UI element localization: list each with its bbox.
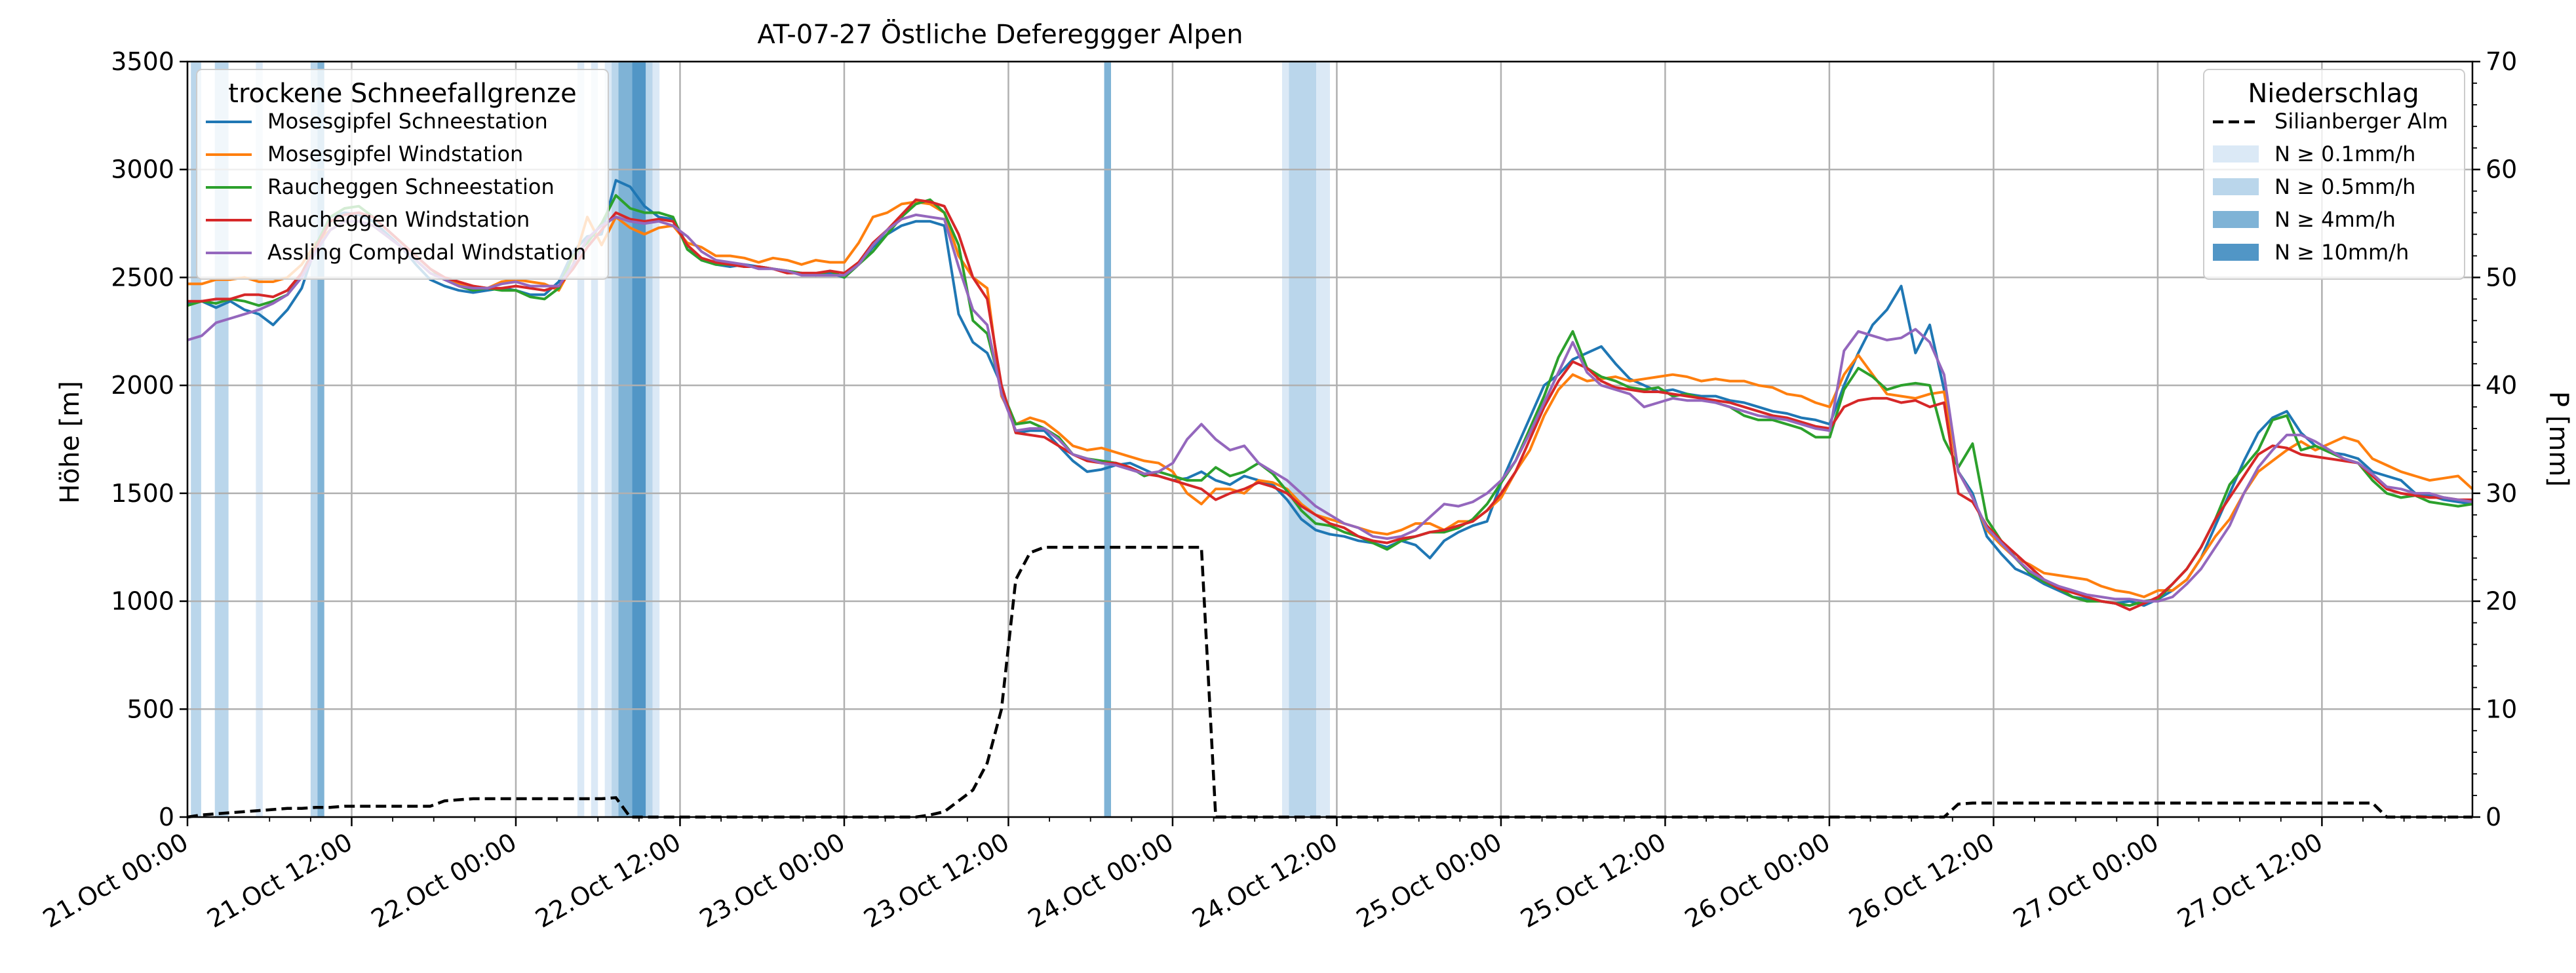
y2-tick-label: 60 — [2486, 155, 2517, 184]
legend-item-label: Mosesgipfel Windstation — [267, 142, 523, 166]
y2-tick-label: 70 — [2486, 47, 2517, 76]
y-tick-label: 3000 — [111, 155, 174, 184]
y-tick-label: 2500 — [111, 263, 174, 292]
legend-item-label: N ≥ 0.1mm/h — [2274, 142, 2415, 166]
legend-swatch-patch — [2213, 145, 2259, 162]
y2-tick-label: 50 — [2486, 263, 2517, 292]
precip-band — [1104, 62, 1112, 817]
y2-tick-label: 20 — [2486, 587, 2517, 616]
y-tick-label: 0 — [159, 803, 174, 831]
chart-title: AT-07-27 Östliche Defereggger Alpen — [757, 18, 1243, 50]
precip-band — [1281, 62, 1289, 817]
y-tick-label: 1500 — [111, 479, 174, 508]
precip-band — [256, 62, 263, 817]
precip-band — [646, 62, 653, 817]
legend-swatch-patch — [2213, 178, 2259, 195]
legend-item-label: Silianberger Alm — [2274, 109, 2448, 134]
y-tick-label: 3500 — [111, 47, 174, 76]
precip-band — [1316, 62, 1330, 817]
precip-band — [652, 62, 660, 817]
legend-snowline: trockene Schneefallgrenze Mosesgipfel Sc… — [196, 69, 609, 280]
legend-snowline-title: trockene Schneefallgrenze — [228, 79, 576, 109]
legend-precipitation: Niederschlag Silianberger Alm N ≥ 0.1mm/h… — [2203, 69, 2465, 280]
precip-band — [317, 62, 324, 817]
plot-frame — [186, 60, 2474, 818]
y2-tick-label: 10 — [2486, 695, 2517, 723]
precip-band — [1289, 62, 1317, 817]
legend-item-label: Raucheggen Windstation — [267, 207, 530, 232]
legend-item-label: Raucheggen Schneestation — [267, 174, 555, 199]
legend-swatch-patch — [2213, 244, 2259, 261]
y2-tick-label: 40 — [2486, 371, 2517, 400]
legend-swatch-patch — [2213, 211, 2259, 228]
precip-band — [310, 62, 318, 817]
legend-item-label: Mosesgipfel Schneestation — [267, 109, 548, 134]
y-axis-label: Höhe [m] — [55, 381, 85, 503]
legend-item-label: N ≥ 4mm/h — [2274, 207, 2396, 232]
precip-band — [632, 62, 646, 817]
precip-band — [618, 62, 633, 817]
legend-precipitation-title: Niederschlag — [2248, 79, 2419, 109]
precip-band — [604, 62, 612, 817]
y-tick-label: 2000 — [111, 371, 174, 400]
y-tick-label: 1000 — [111, 587, 174, 616]
precip-band — [612, 62, 619, 817]
y2-tick-label: 0 — [2486, 803, 2501, 831]
y2-tick-label: 30 — [2486, 479, 2517, 508]
legend-item-label: N ≥ 10mm/h — [2274, 240, 2409, 265]
y-tick-label: 500 — [127, 695, 174, 723]
precip-band — [591, 62, 598, 817]
precip-band — [577, 62, 585, 817]
y2-axis-label: P [mm] — [2543, 391, 2573, 487]
legend-item-label: Assling Compedal Windstation — [267, 240, 586, 265]
legend-item-label: N ≥ 0.5mm/h — [2274, 174, 2415, 199]
